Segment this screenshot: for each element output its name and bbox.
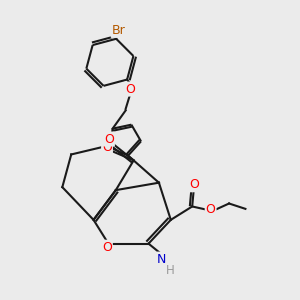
Text: O: O [102, 141, 112, 154]
Text: O: O [125, 82, 135, 96]
Text: H: H [166, 264, 174, 277]
Text: O: O [206, 203, 216, 216]
Text: O: O [104, 133, 114, 146]
Text: N: N [157, 253, 167, 266]
Text: Br: Br [112, 24, 125, 37]
Text: O: O [102, 241, 112, 254]
Text: O: O [189, 178, 199, 191]
